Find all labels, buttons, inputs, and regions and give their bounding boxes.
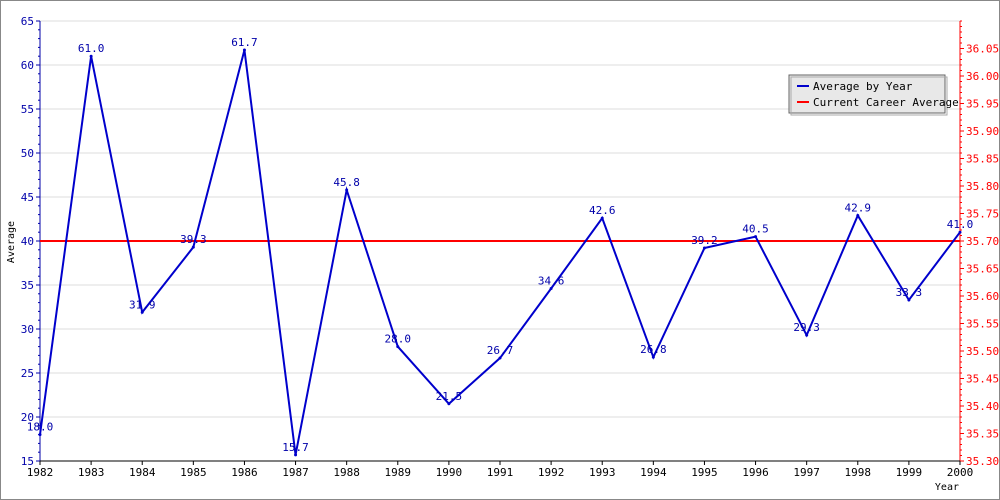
data-label: 21.5 [436,390,463,403]
data-point [805,333,809,337]
data-point [345,188,349,192]
y-tick-label: 30 [21,323,34,336]
y2-tick-label: 35.50 [966,345,999,358]
y-tick-label: 35 [21,279,34,292]
x-tick-label: 1999 [896,466,923,479]
data-label: 41.0 [947,218,974,231]
data-label: 15.7 [282,441,309,454]
y2-tick-label: 36.00 [966,70,999,83]
y2-tick-label: 35.40 [966,400,999,413]
data-point [754,235,758,239]
data-point [447,402,451,406]
x-tick-label: 1994 [640,466,667,479]
data-point [140,310,144,314]
data-point [702,246,706,250]
y-tick-label: 45 [21,191,34,204]
y-tick-label: 50 [21,147,34,160]
y-axis-title: Average [6,221,17,263]
y2-tick-label: 35.55 [966,318,999,331]
y-tick-label: 60 [21,59,34,72]
y2-tick-label: 35.75 [966,208,999,221]
data-point [549,287,553,291]
y-tick-label: 55 [21,103,34,116]
data-labels-layer: 18.0 61.0 31.9 39.3 61.7 15.7 45.8 28.0 21.5 26.7… [27,36,974,454]
series-layer [38,48,962,457]
y2-tick-label: 35.90 [966,125,999,138]
data-label: 45.8 [333,176,360,189]
x-tick-label: 1985 [180,466,207,479]
y2-tick-label: 35.85 [966,153,999,166]
x-tick-label: 1987 [282,466,309,479]
x-tick-label: 1982 [27,466,54,479]
data-label: 34.6 [538,275,565,288]
x-tick-label: 1993 [589,466,616,479]
legend-label-current-career-average: Current Career Average [813,96,959,109]
y2-tick-label: 35.60 [966,290,999,303]
y2-tick-label: 35.65 [966,263,999,276]
y2-tick-label: 35.30 [966,455,999,468]
y2-tick-label: 36.05 [966,43,999,56]
data-label: 26.7 [487,344,514,357]
x-tick-label: 1984 [129,466,156,479]
data-point [242,48,246,52]
data-point [600,216,604,220]
data-point [191,245,195,249]
axes-layer: 15 20 25 30 35 40 45 50 55 60 65 35.30 35.35 35.40 35.… [21,15,999,479]
x-axis-title: Year [935,482,959,493]
data-point [958,230,962,234]
x-tick-label: 1988 [333,466,360,479]
legend-box [788,74,946,114]
legend: Average by Year Current Career Average [788,74,959,116]
x-tick-label: 1986 [231,466,258,479]
data-label: 42.9 [845,201,872,214]
data-label: 42.6 [589,204,616,217]
y-tick-label: 15 [21,455,34,468]
data-point [498,356,502,360]
y2-tick-label: 35.80 [966,180,999,193]
data-point [38,433,42,437]
y2-tick-label: 35.95 [966,98,999,111]
data-point [651,355,655,359]
data-label: 26.8 [640,343,667,356]
y-tick-label: 25 [21,367,34,380]
data-label: 29.3 [793,321,820,334]
data-label: 61.7 [231,36,258,49]
y2-tick-label: 35.70 [966,235,999,248]
data-label: 33.3 [896,286,923,299]
data-point [856,213,860,217]
y-tick-label: 65 [21,15,34,28]
x-tick-label: 1989 [385,466,412,479]
x-tick-label: 1998 [845,466,872,479]
x-tick-label: 1996 [742,466,769,479]
y-tick-label: 20 [21,411,34,424]
data-point [89,54,93,58]
data-label: 61.0 [78,42,105,55]
data-label: 40.5 [742,223,769,236]
data-point [907,298,911,302]
x-tick-label: 2000 [947,466,974,479]
legend-shadow [790,76,948,116]
x-tick-label: 1991 [487,466,514,479]
legend-label-average-by-year: Average by Year [813,80,913,93]
data-label: 39.2 [691,234,718,247]
x-tick-label: 1983 [78,466,105,479]
data-point [294,453,298,457]
y-tick-label: 40 [21,235,34,248]
data-label: 28.0 [385,333,412,346]
data-label: 18.0 [27,421,54,434]
data-label: 31.9 [129,298,156,311]
data-label: 39.3 [180,233,207,246]
data-point [396,345,400,349]
x-tick-label: 1992 [538,466,565,479]
y2-tick-label: 35.35 [966,428,999,441]
x-tick-label: 1995 [691,466,718,479]
y2-tick-label: 35.45 [966,373,999,386]
x-tick-label: 1990 [436,466,463,479]
x-tick-label: 1997 [793,466,820,479]
